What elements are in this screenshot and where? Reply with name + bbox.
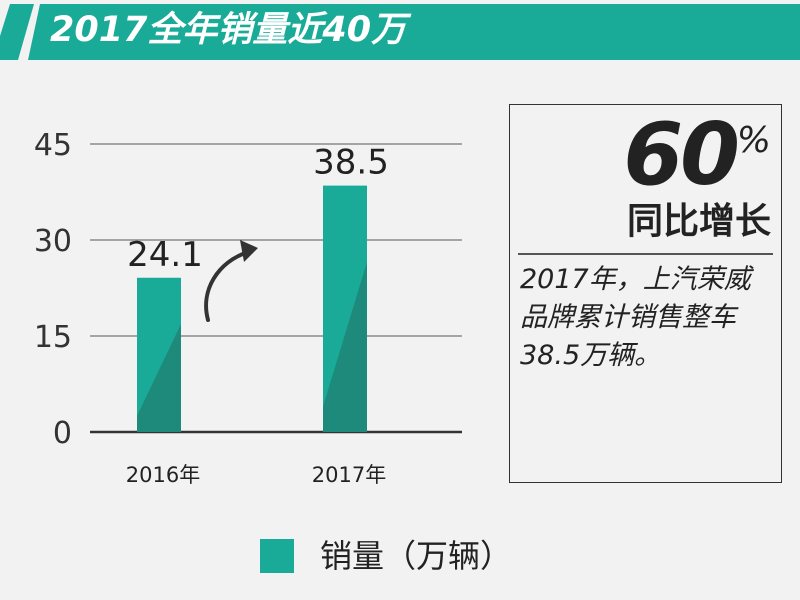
- bar-shade: [323, 262, 367, 432]
- banner-shape: [0, 4, 800, 60]
- growth-subtitle: 同比增长: [626, 201, 771, 242]
- y-tick-label: 30: [34, 224, 72, 259]
- growth-description: 2017年，上汽荣威品牌累计销售整车38.5万辆。: [520, 264, 751, 371]
- legend-swatch: [260, 539, 294, 573]
- data-label: 38.5: [313, 143, 389, 183]
- banner: 2017全年销量近40万: [0, 0, 800, 61]
- growth-percentage: 60: [623, 105, 740, 205]
- y-tick-label: 15: [34, 320, 72, 355]
- y-tick-label: 45: [34, 128, 72, 163]
- x-tick-label: 2017年: [312, 463, 386, 487]
- y-tick-label: 0: [53, 416, 72, 451]
- x-axis-labels: 2016年 2017年: [126, 463, 386, 487]
- growth-info-box: 60 % 同比增长 2017年，上汽荣威品牌累计销售整车38.5万辆。: [509, 104, 782, 483]
- bar-shade: [137, 324, 181, 432]
- percent-sign: %: [736, 120, 771, 161]
- bars: [137, 185, 367, 432]
- legend-label: 销量（万辆）: [320, 537, 513, 575]
- x-tick-label: 2016年: [126, 463, 200, 487]
- data-label: 24.1: [127, 235, 203, 275]
- y-axis-ticks: 0 15 30 45: [34, 128, 72, 451]
- banner-title: 2017全年销量近40万: [50, 10, 407, 50]
- divider: [518, 253, 773, 255]
- curved-up-arrow-icon: [204, 240, 258, 322]
- data-labels: 24.1 38.5: [127, 143, 389, 275]
